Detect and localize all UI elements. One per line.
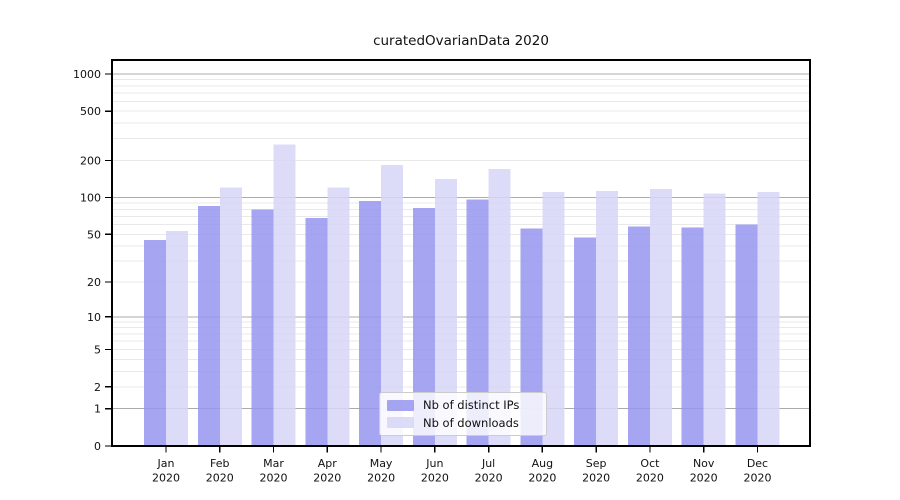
- y-tick-label-500: 500: [80, 105, 101, 118]
- bar-apr-distinct-ips: [305, 217, 328, 446]
- x-tick-label-dec: Dec: [747, 457, 768, 470]
- bar-jul-downloads: [488, 169, 511, 447]
- y-tick-label-50: 50: [87, 228, 101, 241]
- legend-label-distinct-ips: Nb of distinct IPs: [423, 398, 520, 413]
- legend-item-downloads: Nb of downloads: [387, 416, 539, 430]
- legend-swatch-downloads: [387, 417, 414, 429]
- x-tick-label-oct: Oct: [640, 457, 660, 470]
- y-tick-label-2: 2: [94, 381, 101, 394]
- bar-nov-downloads: [703, 193, 726, 446]
- y-axis-ticks: 0 1 2 5 10 20 50 100 200 500 1000: [73, 68, 112, 453]
- x-axis-ticks: Jan 2020 Feb 2020 Mar 2020 Apr 2020 May 2020 Jun 20…: [152, 446, 771, 485]
- bar-dec-downloads: [757, 191, 780, 446]
- x-tick-year-jun: 2020: [421, 472, 449, 485]
- x-tick-label-sep: Sep: [586, 457, 607, 470]
- bar-sep-distinct-ips: [574, 237, 597, 446]
- bar-jan-distinct-ips: [144, 239, 166, 446]
- x-tick-year-apr: 2020: [313, 472, 341, 485]
- x-tick-year-aug: 2020: [528, 472, 556, 485]
- x-tick-year-jul: 2020: [475, 472, 503, 485]
- y-tick-label-20: 20: [87, 276, 101, 289]
- bar-apr-downloads: [327, 187, 350, 446]
- y-tick-label-0: 0: [94, 440, 101, 453]
- x-tick-label-nov: Nov: [693, 457, 715, 470]
- bar-dec-distinct-ips: [735, 224, 758, 446]
- bar-oct-downloads: [649, 189, 672, 447]
- x-tick-label-may: May: [370, 457, 393, 470]
- x-tick-year-nov: 2020: [690, 472, 718, 485]
- bar-jun-downloads: [434, 179, 457, 446]
- x-tick-label-jun: Jun: [425, 457, 443, 470]
- bar-nov-distinct-ips: [681, 227, 704, 446]
- bar-jan-downloads: [166, 231, 188, 446]
- y-tick-label-10: 10: [87, 311, 101, 324]
- y-tick-label-100: 100: [80, 191, 101, 204]
- legend-item-distinct-ips: Nb of distinct IPs: [387, 398, 539, 412]
- bar-oct-distinct-ips: [627, 226, 650, 446]
- bar-jul-distinct-ips: [466, 199, 489, 446]
- bar-jun-distinct-ips: [412, 208, 435, 446]
- y-tick-label-1: 1: [94, 403, 101, 416]
- x-tick-year-jan: 2020: [152, 472, 180, 485]
- bar-aug-downloads: [542, 191, 565, 446]
- bar-feb-distinct-ips: [197, 206, 220, 446]
- x-tick-label-feb: Feb: [210, 457, 229, 470]
- bar-may-downloads: [381, 164, 404, 446]
- chart-title: curatedOvarianData 2020: [373, 33, 549, 49]
- x-tick-year-feb: 2020: [206, 472, 234, 485]
- y-tick-label-1000: 1000: [73, 68, 101, 81]
- bar-may-distinct-ips: [359, 200, 382, 446]
- legend-swatch-distinct-ips: [387, 399, 414, 411]
- bar-mar-downloads: [273, 144, 296, 446]
- x-tick-label-apr: Apr: [318, 457, 338, 470]
- x-tick-year-dec: 2020: [743, 472, 771, 485]
- y-tick-label-200: 200: [80, 154, 101, 167]
- bar-mar-distinct-ips: [251, 209, 274, 446]
- bars-group: [144, 144, 780, 447]
- bar-sep-downloads: [596, 190, 619, 446]
- legend-label-downloads: Nb of downloads: [423, 415, 519, 430]
- x-tick-label-jul: Jul: [481, 457, 495, 470]
- x-tick-label-aug: Aug: [532, 457, 553, 470]
- axis-frame: [111, 59, 811, 447]
- legend: Nb of distinct IPs Nb of downloads: [379, 392, 547, 436]
- bar-aug-distinct-ips: [520, 228, 543, 446]
- bar-feb-downloads: [219, 187, 242, 446]
- x-tick-year-mar: 2020: [260, 472, 288, 485]
- x-tick-year-oct: 2020: [636, 472, 664, 485]
- x-tick-label-jan: Jan: [157, 457, 175, 470]
- x-tick-year-sep: 2020: [582, 472, 610, 485]
- y-tick-label-5: 5: [94, 344, 101, 357]
- x-tick-year-may: 2020: [367, 472, 395, 485]
- x-tick-label-mar: Mar: [263, 457, 284, 470]
